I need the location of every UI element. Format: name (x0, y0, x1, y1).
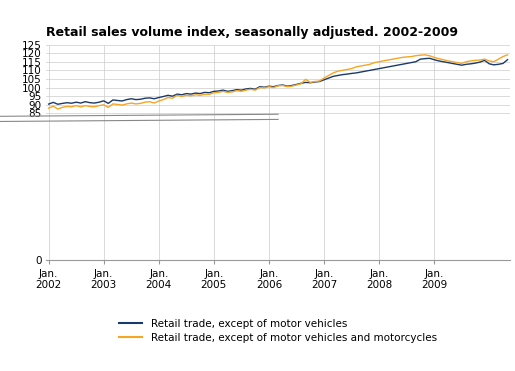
Retail trade, except of motor vehicles (45, 102, 52, 106)
Retail trade, except of motor vehicles (505, 58, 511, 62)
Retail trade, except of motor vehicles (325, 76, 332, 80)
Legend: Retail trade, except of motor vehicles, Retail trade, except of motor vehicles a: Retail trade, except of motor vehicles, … (119, 319, 437, 343)
Retail trade, except of motor vehicles and motorcycles (505, 53, 511, 57)
Retail trade, except of motor vehicles and motorcycles (261, 86, 267, 90)
Line: Retail trade, except of motor vehicles: Retail trade, except of motor vehicles (48, 58, 508, 104)
Retail trade, except of motor vehicles and motorcycles (422, 53, 428, 57)
Retail trade, except of motor vehicles (261, 85, 267, 89)
Retail trade, except of motor vehicles (82, 99, 89, 104)
Retail trade, except of motor vehicles and motorcycles (45, 106, 52, 111)
Retail trade, except of motor vehicles and motorcycles (55, 107, 61, 111)
Text: Retail sales volume index, seasonally adjusted. 2002-2009: Retail sales volume index, seasonally ad… (46, 26, 458, 39)
Retail trade, except of motor vehicles (394, 63, 401, 68)
Retail trade, except of motor vehicles (55, 102, 61, 106)
Retail trade, except of motor vehicles and motorcycles (371, 60, 377, 65)
Retail trade, except of motor vehicles and motorcycles (394, 56, 401, 60)
Line: Retail trade, except of motor vehicles and motorcycles: Retail trade, except of motor vehicles a… (48, 55, 508, 109)
Retail trade, except of motor vehicles (371, 67, 377, 72)
Retail trade, except of motor vehicles and motorcycles (325, 73, 332, 78)
Retail trade, except of motor vehicles and motorcycles (165, 95, 171, 100)
Retail trade, except of motor vehicles (426, 56, 433, 60)
Retail trade, except of motor vehicles (165, 93, 171, 98)
Retail trade, except of motor vehicles and motorcycles (82, 104, 89, 108)
